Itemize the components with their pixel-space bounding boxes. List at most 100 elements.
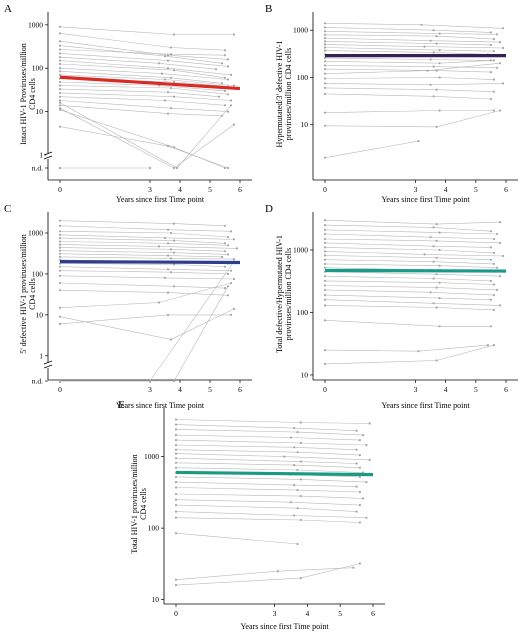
- subject-point: [432, 51, 435, 54]
- subject-point: [58, 104, 62, 107]
- y-tick-label: 10: [36, 310, 44, 319]
- subject-point: [214, 68, 218, 71]
- subject-point: [58, 269, 62, 272]
- y-axis-label-line: 5' defective HIV-1 proviruses/million: [19, 234, 28, 354]
- y-tick-label: 1: [39, 351, 43, 360]
- subject-point: [368, 458, 371, 461]
- x-axis-label: Years since first Time point: [381, 401, 470, 410]
- subject-point: [435, 286, 438, 289]
- y-tick-label: 1000: [144, 452, 159, 461]
- x-tick-label: 3: [273, 609, 277, 618]
- subject-point: [223, 104, 227, 107]
- x-tick-label: 3: [414, 185, 418, 194]
- subject-line: [324, 110, 494, 113]
- subject-line: [59, 256, 235, 260]
- subject-point: [166, 291, 170, 294]
- subject-line: [324, 344, 494, 365]
- subject-point: [229, 73, 233, 76]
- subject-point: [323, 33, 327, 36]
- subject-point: [438, 297, 441, 300]
- subject-point: [58, 240, 62, 243]
- subject-point: [58, 59, 62, 62]
- subject-point: [489, 230, 492, 233]
- subject-point: [289, 501, 292, 504]
- subject-point: [58, 73, 62, 76]
- subject-point: [229, 313, 233, 316]
- subject-line: [59, 53, 229, 67]
- subject-series: [323, 22, 505, 159]
- subject-point: [355, 448, 358, 451]
- subject-point: [501, 82, 505, 85]
- panel-b: B 10 100 1000 0 3 4 5 6 Years since first Time po…: [265, 3, 518, 204]
- subject-line: [59, 96, 226, 106]
- subject-point: [232, 277, 236, 281]
- subject-point: [429, 39, 432, 42]
- y-tick-label: 1: [39, 150, 43, 159]
- subject-point: [226, 78, 230, 81]
- subject-point: [438, 62, 441, 65]
- subject-point: [352, 566, 355, 569]
- y-tick-label: 1000: [293, 245, 308, 254]
- subject-point: [229, 104, 233, 107]
- x-tick-label: 0: [323, 385, 327, 394]
- nd-label: n.d.: [32, 164, 43, 173]
- subject-point: [169, 86, 173, 90]
- subject-point: [58, 80, 62, 84]
- subject-point: [174, 486, 178, 489]
- subject-line: [324, 294, 491, 300]
- subject-point: [323, 349, 327, 352]
- subject-line: [175, 567, 354, 580]
- subject-line: [175, 517, 360, 523]
- subject-point: [157, 301, 161, 304]
- subject-line: [324, 289, 494, 296]
- y-axis-label-line: CD4 cells: [28, 78, 37, 110]
- subject-line: [324, 229, 498, 235]
- subject-point: [492, 38, 495, 41]
- subject-point: [420, 23, 423, 26]
- subject-point: [296, 489, 299, 492]
- subject-point: [174, 584, 178, 587]
- subject-point: [217, 95, 221, 98]
- subject-point: [323, 250, 327, 253]
- subject-point: [58, 233, 62, 236]
- x-tick-label: 6: [504, 385, 508, 394]
- subject-point: [175, 166, 179, 170]
- subject-point: [435, 35, 438, 38]
- subject-point: [169, 76, 173, 79]
- subject-line: [59, 289, 229, 296]
- subject-line: [59, 266, 232, 271]
- subject-line: [59, 270, 229, 275]
- subject-point: [492, 283, 495, 286]
- subject-point: [174, 578, 178, 581]
- subject-point: [323, 284, 327, 287]
- subject-point: [438, 76, 441, 79]
- subject-point: [174, 448, 178, 451]
- y-axis-label-line: proviruses/million CD4 cells: [284, 248, 293, 340]
- subject-point: [163, 55, 167, 58]
- subject-point: [58, 25, 62, 28]
- y-axis-label-line: Hypermutated/3' defective HIV-1: [275, 41, 284, 148]
- y-tick-label: 10: [301, 120, 309, 129]
- trend-line: [59, 75, 241, 91]
- subject-line: [324, 242, 491, 248]
- subject-line: [324, 77, 494, 80]
- subject-point: [438, 109, 441, 112]
- subject-point: [232, 33, 236, 36]
- x-tick-label: 4: [305, 609, 309, 618]
- subject-point: [223, 250, 227, 253]
- subject-point: [435, 256, 438, 259]
- subject-line: [324, 280, 494, 285]
- subject-point: [486, 344, 489, 347]
- subject-point: [293, 446, 296, 449]
- subject-point: [223, 224, 227, 227]
- subject-point: [223, 49, 227, 52]
- subject-line: [175, 532, 298, 545]
- subject-line: [59, 282, 226, 289]
- subject-point: [323, 279, 327, 282]
- y-tick-label: 100: [297, 73, 309, 82]
- subject-point: [148, 166, 152, 170]
- subject-point: [166, 67, 170, 70]
- x-tick-label: 4: [444, 185, 448, 194]
- subject-point: [423, 253, 426, 256]
- subject-point: [166, 228, 170, 231]
